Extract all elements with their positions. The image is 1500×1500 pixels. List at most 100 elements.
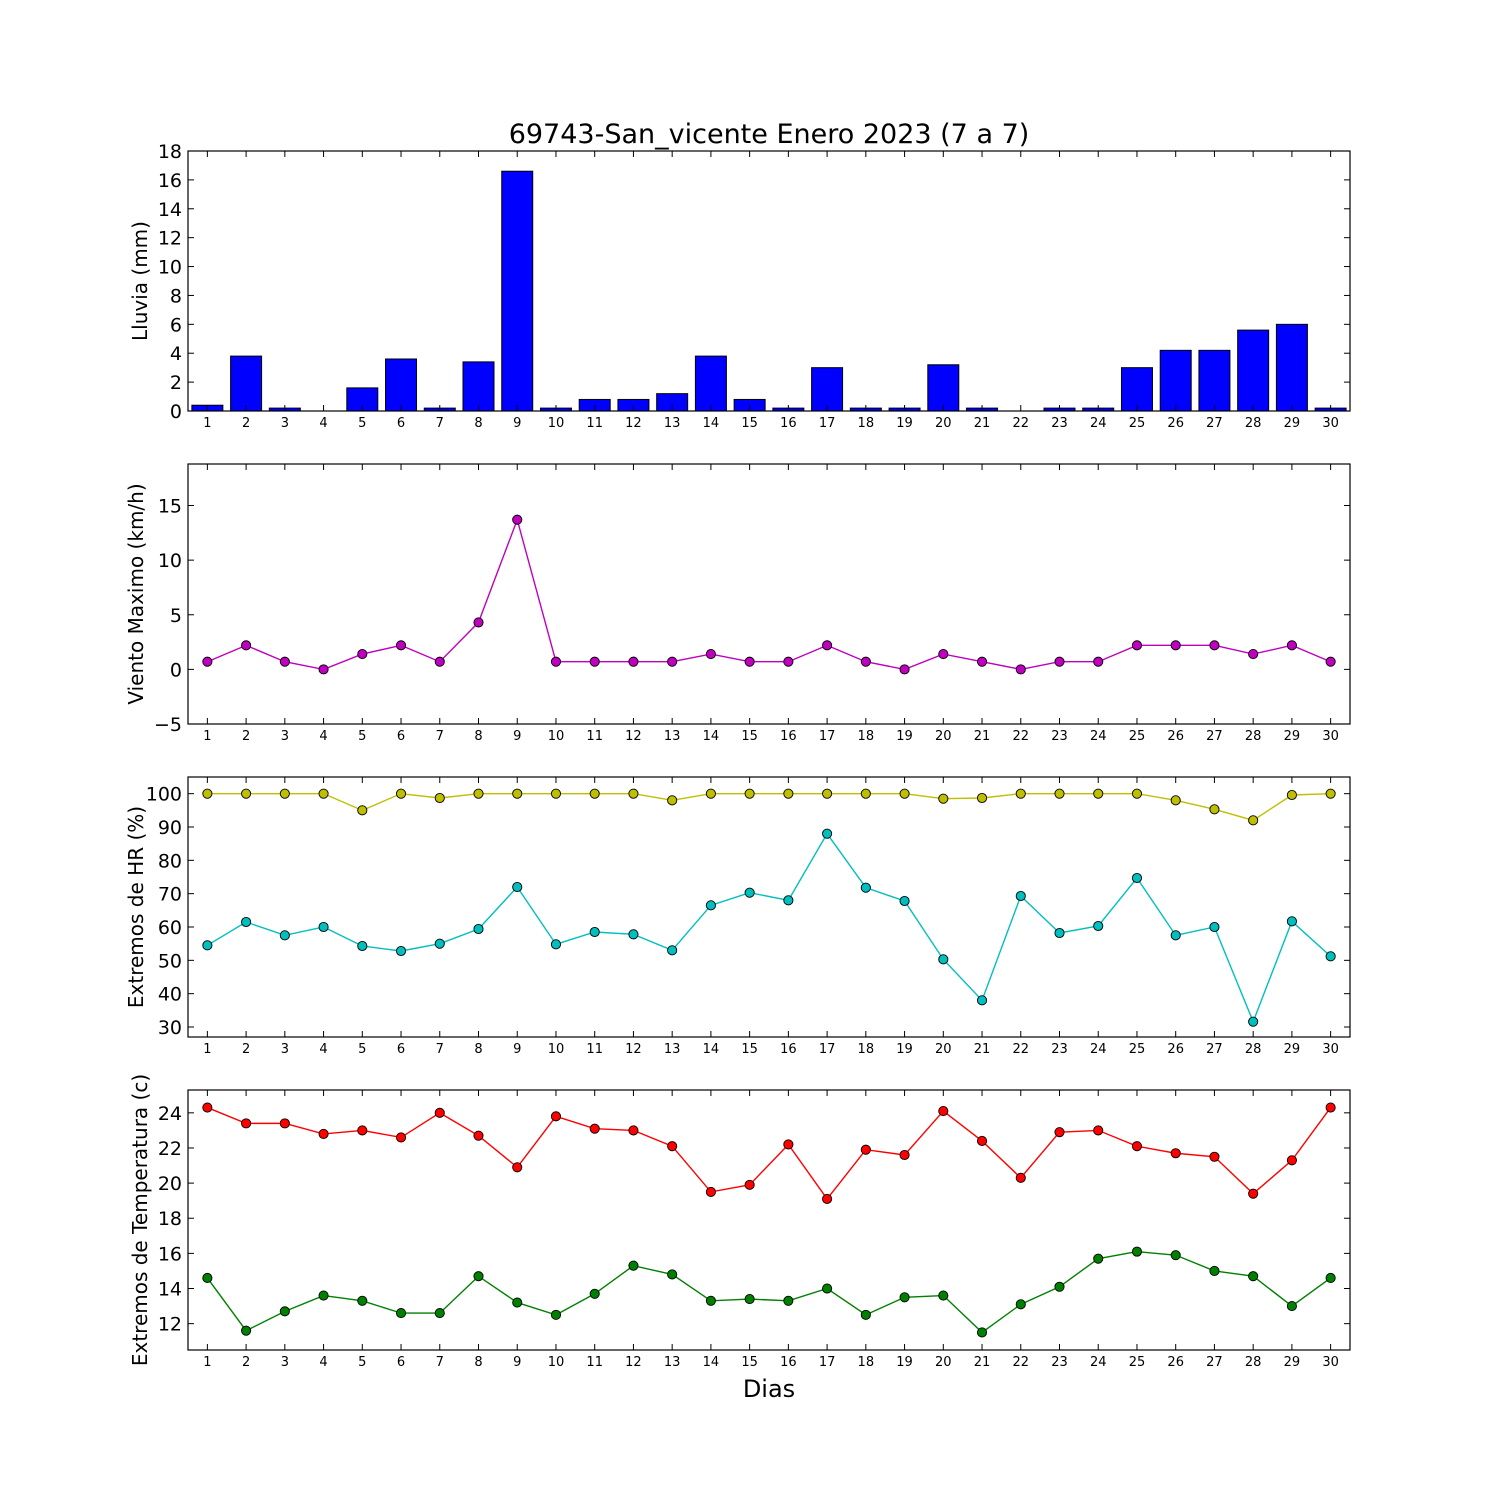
point-s2-day-13 <box>667 1269 678 1280</box>
point-s1-day-30 <box>1325 1102 1336 1113</box>
y-tick-label: 2 <box>170 372 182 394</box>
y-tick-label: 20 <box>158 1173 182 1195</box>
point-s1-day-5 <box>357 1125 368 1136</box>
x-tick-label: 20 <box>935 729 952 744</box>
bar-day-17 <box>811 367 844 412</box>
point-s2-day-8 <box>473 923 484 935</box>
x-tick-label: 10 <box>548 729 565 744</box>
point-s1-day-25 <box>1131 788 1143 799</box>
y-tick-label: 8 <box>170 285 182 307</box>
x-tick-label: 12 <box>625 729 642 744</box>
x-tick-label: 27 <box>1206 1355 1223 1370</box>
y-tick-label: 30 <box>158 1017 182 1039</box>
point-s2-day-24 <box>1093 1253 1104 1264</box>
point-s2-day-14 <box>705 900 716 911</box>
y-axis-label: Extremos de HR (%) <box>124 806 148 1008</box>
point-s1-day-25 <box>1131 1141 1143 1152</box>
x-tick-label: 20 <box>935 1042 952 1057</box>
bar-day-26 <box>1159 349 1192 412</box>
x-tick-label: 22 <box>1012 416 1029 431</box>
point-s1-day-9 <box>512 1162 523 1173</box>
point-s1-day-5 <box>357 805 368 816</box>
x-tick-label: 23 <box>1051 1042 1068 1057</box>
point-s1-day-14 <box>705 649 716 660</box>
point-s2-day-25 <box>1131 872 1143 884</box>
y-tick-label: 14 <box>158 199 182 221</box>
x-tick-label: 27 <box>1206 416 1223 431</box>
x-tick-label: 27 <box>1206 1042 1223 1057</box>
point-s1-day-22 <box>1015 788 1026 799</box>
plot-frame <box>187 1089 1351 1351</box>
x-tick-label: 15 <box>741 416 758 431</box>
point-s1-day-2 <box>241 640 252 651</box>
point-s1-day-5 <box>357 649 368 660</box>
point-s1-day-25 <box>1131 640 1143 651</box>
x-tick-label: 28 <box>1245 729 1262 744</box>
x-tick-label: 19 <box>896 1042 913 1057</box>
y-tick-label: 40 <box>158 984 182 1006</box>
x-tick-label: 15 <box>741 729 758 744</box>
point-s1-day-3 <box>279 788 290 799</box>
point-s1-day-27 <box>1209 804 1220 815</box>
x-tick-label: 29 <box>1284 1042 1301 1057</box>
x-tick-label: 19 <box>896 1355 913 1370</box>
point-s1-day-23 <box>1054 1127 1065 1138</box>
point-s1-day-2 <box>241 788 252 799</box>
y-tick-label: 15 <box>158 496 182 518</box>
x-tick-label: 14 <box>703 729 720 744</box>
point-s1-day-4 <box>318 788 329 799</box>
point-s1-day-21 <box>976 656 988 667</box>
x-tick-label: 4 <box>319 1355 327 1370</box>
point-s1-day-24 <box>1093 1125 1104 1136</box>
point-s2-day-6 <box>395 1308 407 1319</box>
point-s2-day-12 <box>628 929 639 940</box>
point-s2-day-29 <box>1286 1301 1297 1312</box>
series-line-2 <box>206 1250 1332 1334</box>
x-axis-label: Dias <box>743 1375 795 1403</box>
point-s1-day-17 <box>822 640 833 651</box>
x-tick-label: 2 <box>242 729 250 744</box>
x-tick-label: 11 <box>586 729 603 744</box>
x-tick-label: 17 <box>819 1042 836 1057</box>
point-s1-day-12 <box>628 788 639 799</box>
point-s1-day-4 <box>318 1128 329 1139</box>
y-tick-label: 10 <box>158 257 182 279</box>
point-s1-day-22 <box>1015 1172 1026 1183</box>
point-s1-day-15 <box>744 788 755 799</box>
x-tick-label: 16 <box>780 1355 797 1370</box>
x-tick-label: 21 <box>974 1355 991 1370</box>
x-tick-label: 28 <box>1245 1042 1262 1057</box>
x-tick-label: 9 <box>513 1042 521 1057</box>
point-s2-day-11 <box>589 1288 600 1299</box>
point-s1-day-8 <box>473 1130 484 1141</box>
point-s2-day-27 <box>1209 921 1220 933</box>
x-tick-label: 4 <box>319 1042 327 1057</box>
x-tick-label: 8 <box>474 416 482 431</box>
point-s1-day-30 <box>1325 656 1336 667</box>
x-tick-label: 14 <box>703 1042 720 1057</box>
x-tick-label: 21 <box>974 1042 991 1057</box>
point-s1-day-10 <box>550 1111 562 1122</box>
point-s2-day-7 <box>434 1308 445 1319</box>
point-s2-day-14 <box>705 1295 716 1306</box>
x-tick-label: 7 <box>436 416 444 431</box>
point-s1-day-4 <box>318 664 329 675</box>
x-tick-label: 23 <box>1051 1355 1068 1370</box>
x-tick-label: 5 <box>358 1355 366 1370</box>
x-tick-label: 17 <box>819 729 836 744</box>
point-s1-day-17 <box>822 788 833 799</box>
x-tick-label: 11 <box>586 1355 603 1370</box>
point-s2-day-3 <box>279 1306 290 1317</box>
x-tick-label: 25 <box>1129 729 1146 744</box>
point-s1-day-11 <box>589 656 600 667</box>
series-line-1 <box>207 517 1331 671</box>
y-tick-label: 90 <box>158 817 182 839</box>
point-s1-day-22 <box>1015 664 1026 675</box>
x-tick-label: 16 <box>780 729 797 744</box>
point-s2-day-10 <box>550 939 562 950</box>
point-s2-day-5 <box>357 1295 368 1306</box>
point-s1-day-20 <box>938 793 949 804</box>
x-tick-label: 10 <box>548 416 565 431</box>
